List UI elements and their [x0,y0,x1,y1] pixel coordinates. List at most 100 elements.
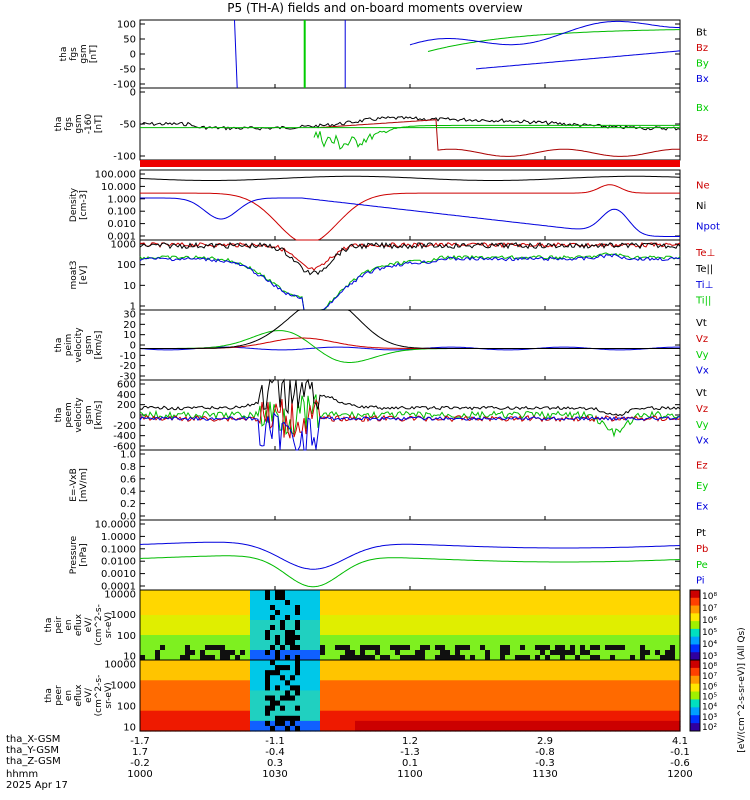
spectro-cell [185,720,191,727]
spectro-cell [430,640,436,646]
spectro-cell [430,715,436,722]
spectro-cell [520,650,526,656]
spectro-cell [380,690,386,697]
spectro-cell [505,700,511,707]
spectro-cell [230,605,236,611]
spectro-cell [280,640,286,646]
spectro-cell [625,635,631,641]
spectro-cell [280,625,286,631]
spectro-cell [200,680,206,686]
spectro-cell [255,665,261,671]
spectro-cell [290,660,296,666]
spectro-cell [645,660,651,666]
spectro-cell [455,685,461,692]
spectro-cell [525,655,531,661]
spectro-cell [400,645,406,651]
spectro-cell [190,725,196,732]
spectro-cell [510,680,516,686]
spectro-cell [300,725,306,732]
spectro-cell [535,650,541,656]
spectro-cell [230,695,236,702]
spectro-cell [575,695,581,702]
spectro-cell [510,685,516,692]
spectro-cell [610,685,616,692]
spectro-cell [175,715,181,722]
spectro-cell [675,710,681,717]
spectro-cell [350,675,356,681]
spectro-cell [550,715,556,722]
spectro-cell [195,635,201,641]
spectro-cell [470,675,476,681]
spectro-cell [295,695,301,702]
spectro-cell [555,605,561,611]
spectro-cell [425,660,431,666]
spectro-cell [200,700,206,707]
y-tick-label: 100 [117,631,136,642]
spectro-cell [585,630,591,636]
spectro-cell [430,595,436,601]
spectro-cell [525,715,531,722]
spectro-cell [155,595,161,601]
spectro-cell [140,715,146,722]
spectro-cell [595,695,601,702]
spectro-cell [310,650,316,656]
y-tick-label: 10000 [104,590,136,601]
spectro-cell [335,610,341,616]
spectro-cell [405,705,411,712]
spectro-cell [540,720,546,727]
spectro-cell [250,715,256,722]
spectro-cell [655,635,661,641]
spectro-cell [250,695,256,702]
spectro-cell [465,675,471,681]
spectro-cell [355,725,361,732]
spectro-cell [555,675,561,681]
spectro-cell [230,675,236,681]
x-tick-label: 2.9 [537,736,553,747]
spectro-cell [580,635,586,641]
spectro-cell [535,625,541,631]
spectro-cell [580,710,586,717]
spectro-cell [575,700,581,707]
spectro-cell [375,605,381,611]
spectro-cell [665,600,671,606]
spectro-cell [535,660,541,666]
spectro-cell [485,620,491,626]
spectro-cell [225,590,231,596]
spectro-cell [145,600,151,606]
spectro-cell [645,720,651,727]
spectro-cell [235,615,241,621]
spectro-cell [395,720,401,727]
spectro-cell [405,665,411,671]
spectro-cell [465,645,471,651]
spectro-cell [620,610,626,616]
spectro-cell [505,710,511,717]
spectro-cell [215,645,221,651]
spectro-cell [150,600,156,606]
spectro-cell [585,680,591,686]
spectro-cell [595,615,601,621]
spectro-cell [190,650,196,656]
spectro-cell [375,615,381,621]
spectro-cell [640,635,646,641]
spectro-cell [460,655,466,661]
spectro-cell [555,680,561,686]
spectro-cell [440,690,446,697]
spectro-cell [520,640,526,646]
spectro-cell [670,720,676,727]
spectro-cell [305,620,311,626]
spectro-cell [485,605,491,611]
spectro-cell [180,720,186,727]
spectro-cell [235,630,241,636]
spectro-cell [225,645,231,651]
spectro-cell [500,590,506,596]
spectro-cell [185,640,191,646]
spectro-cell [180,625,186,631]
spectro-cell [615,645,621,651]
spectro-cell [600,620,606,626]
spectro-cell [635,615,641,621]
y-tick-label: 100.000 [95,170,136,181]
spectro-cell [635,715,641,722]
spectro-cell [475,705,481,712]
colorbar-segment [690,590,700,599]
spectro-cell [280,690,286,697]
